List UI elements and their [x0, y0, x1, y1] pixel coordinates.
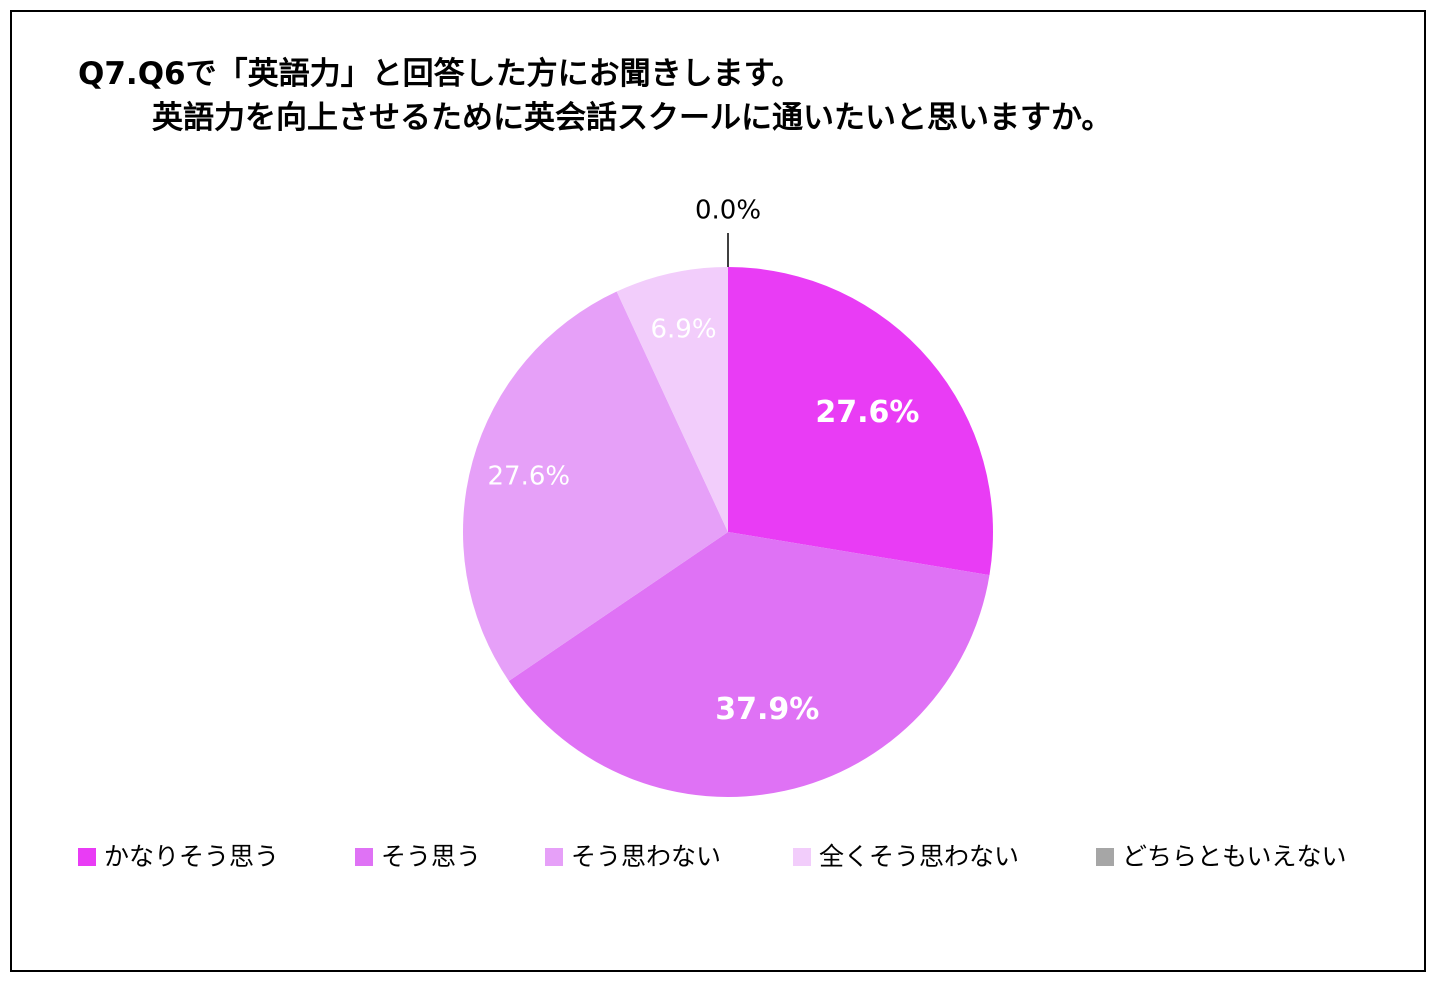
- legend-swatch: [1096, 848, 1114, 866]
- legend-item-5: どちらともいえない: [1096, 840, 1347, 874]
- legend-label: どちらともいえない: [1122, 842, 1347, 871]
- legend-item-3: そう思わない: [545, 840, 721, 874]
- pie-slice-4: [616, 267, 728, 532]
- chart-title-line1: Q7.Q6で「英語力」と回答した方にお聞きします。: [78, 56, 803, 92]
- legend-swatch: [793, 848, 811, 866]
- pie-slice-2: [508, 532, 990, 798]
- legend-label: そう思わない: [571, 842, 722, 871]
- data-label-slice-5: 0.0%: [695, 196, 761, 226]
- data-label-slice-4: 6.9%: [650, 315, 716, 345]
- data-label-slice-3: 27.6%: [487, 461, 570, 491]
- pie-slice-3: [463, 291, 728, 681]
- data-label-slice-2: 37.9%: [715, 692, 819, 727]
- legend-item-2: そう思う: [355, 840, 481, 874]
- legend-swatch: [545, 848, 563, 866]
- legend-label: 全くそう思わない: [819, 842, 1020, 871]
- legend-label: そう思う: [381, 842, 482, 871]
- chart-title: Q7.Q6で「英語力」と回答した方にお聞きします。 英語力を向上させるために英会…: [78, 52, 1112, 140]
- legend-item-1: かなりそう思う: [78, 840, 279, 874]
- pie-slice-1: [728, 267, 993, 576]
- legend-swatch: [78, 848, 96, 866]
- legend-label: かなりそう思う: [104, 842, 280, 871]
- legend-item-4: 全くそう思わない: [793, 840, 1019, 874]
- legend-swatch: [355, 848, 373, 866]
- chart-title-line2: 英語力を向上させるために英会話スクールに通いたいと思いますか。: [152, 100, 1113, 136]
- data-label-slice-1: 27.6%: [815, 395, 919, 430]
